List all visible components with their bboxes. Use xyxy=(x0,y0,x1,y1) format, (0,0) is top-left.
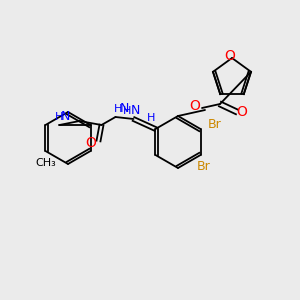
Text: O: O xyxy=(85,136,96,150)
Text: N: N xyxy=(120,103,129,116)
Text: H: H xyxy=(123,106,132,116)
Text: Br: Br xyxy=(196,160,210,173)
Text: N: N xyxy=(131,104,140,118)
Text: O: O xyxy=(225,49,236,63)
Text: N: N xyxy=(61,110,70,124)
Text: O: O xyxy=(190,99,200,113)
Text: H: H xyxy=(147,113,156,123)
Text: O: O xyxy=(237,105,248,119)
Text: H: H xyxy=(55,112,64,122)
Text: Br: Br xyxy=(208,118,221,131)
Text: CH₃: CH₃ xyxy=(35,158,56,168)
Text: H: H xyxy=(114,104,123,114)
